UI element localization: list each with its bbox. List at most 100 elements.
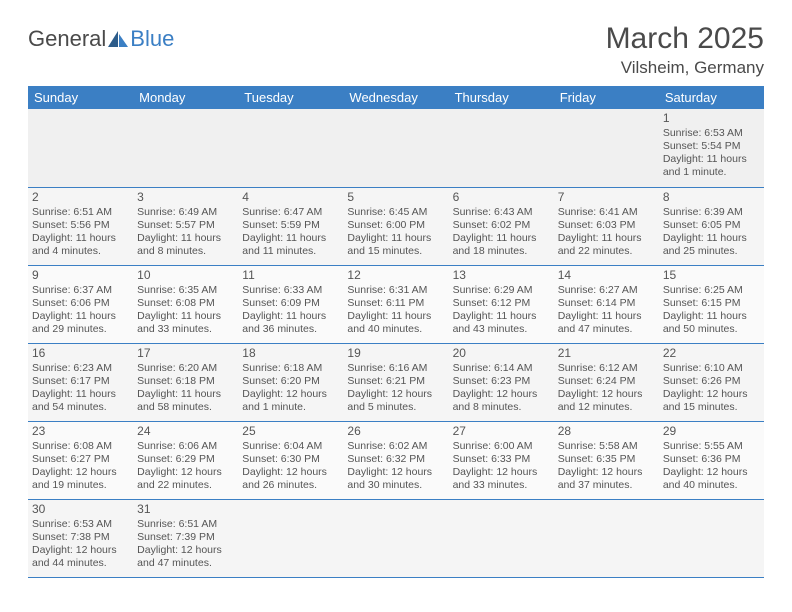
day-number: 24 <box>137 424 234 439</box>
daylight-text: Daylight: 11 hours and 36 minutes. <box>242 310 339 336</box>
daylight-text: Daylight: 12 hours and 47 minutes. <box>137 544 234 570</box>
col-wednesday: Wednesday <box>343 86 448 109</box>
day-cell: 12Sunrise: 6:31 AMSunset: 6:11 PMDayligh… <box>343 265 448 343</box>
sunrise-text: Sunrise: 6:20 AM <box>137 362 234 375</box>
sunset-text: Sunset: 7:39 PM <box>137 531 234 544</box>
day-number: 3 <box>137 190 234 205</box>
week-row: 2Sunrise: 6:51 AMSunset: 5:56 PMDaylight… <box>28 187 764 265</box>
col-tuesday: Tuesday <box>238 86 343 109</box>
sunrise-text: Sunrise: 6:37 AM <box>32 284 129 297</box>
day-number: 30 <box>32 502 129 517</box>
day-number: 19 <box>347 346 444 361</box>
sunset-text: Sunset: 6:17 PM <box>32 375 129 388</box>
sunrise-text: Sunrise: 6:27 AM <box>558 284 655 297</box>
header-row: Sunday Monday Tuesday Wednesday Thursday… <box>28 86 764 109</box>
sunrise-text: Sunrise: 6:18 AM <box>242 362 339 375</box>
daylight-text: Daylight: 11 hours and 4 minutes. <box>32 232 129 258</box>
header: General Blue March 2025 Vilsheim, German… <box>28 22 764 78</box>
sunset-text: Sunset: 6:23 PM <box>453 375 550 388</box>
sunrise-text: Sunrise: 6:45 AM <box>347 206 444 219</box>
sunrise-text: Sunrise: 6:16 AM <box>347 362 444 375</box>
daylight-text: Daylight: 12 hours and 19 minutes. <box>32 466 129 492</box>
day-cell <box>343 499 448 577</box>
sunrise-text: Sunrise: 6:43 AM <box>453 206 550 219</box>
day-number: 6 <box>453 190 550 205</box>
day-number: 1 <box>663 111 760 126</box>
daylight-text: Daylight: 12 hours and 44 minutes. <box>32 544 129 570</box>
daylight-text: Daylight: 11 hours and 15 minutes. <box>347 232 444 258</box>
sunrise-text: Sunrise: 6:41 AM <box>558 206 655 219</box>
day-number: 20 <box>453 346 550 361</box>
daylight-text: Daylight: 11 hours and 8 minutes. <box>137 232 234 258</box>
day-cell: 14Sunrise: 6:27 AMSunset: 6:14 PMDayligh… <box>554 265 659 343</box>
month-title: March 2025 <box>606 22 764 56</box>
day-cell: 6Sunrise: 6:43 AMSunset: 6:02 PMDaylight… <box>449 187 554 265</box>
daylight-text: Daylight: 11 hours and 50 minutes. <box>663 310 760 336</box>
daylight-text: Daylight: 12 hours and 12 minutes. <box>558 388 655 414</box>
day-number: 31 <box>137 502 234 517</box>
day-cell: 2Sunrise: 6:51 AMSunset: 5:56 PMDaylight… <box>28 187 133 265</box>
sunset-text: Sunset: 5:59 PM <box>242 219 339 232</box>
week-row: 9Sunrise: 6:37 AMSunset: 6:06 PM Daylight… <box>28 265 764 343</box>
day-cell: 8Sunrise: 6:39 AMSunset: 6:05 PMDaylight… <box>659 187 764 265</box>
week-row: 16Sunrise: 6:23 AMSunset: 6:17 PMDayligh… <box>28 343 764 421</box>
sunset-text: Sunset: 6:36 PM <box>663 453 760 466</box>
sunrise-text: Sunrise: 6:29 AM <box>453 284 550 297</box>
calendar-head: Sunday Monday Tuesday Wednesday Thursday… <box>28 86 764 109</box>
sunset-text: Sunset: 6:18 PM <box>137 375 234 388</box>
sunrise-text: Sunrise: 6:39 AM <box>663 206 760 219</box>
daylight-text: Daylight: 12 hours and 22 minutes. <box>137 466 234 492</box>
daylight-text: Daylight: 12 hours and 8 minutes. <box>453 388 550 414</box>
logo-text-2: Blue <box>130 26 174 52</box>
day-cell: 29Sunrise: 5:55 AMSunset: 6:36 PMDayligh… <box>659 421 764 499</box>
day-cell: 4Sunrise: 6:47 AMSunset: 5:59 PMDaylight… <box>238 187 343 265</box>
logo-text-1: General <box>28 26 106 52</box>
daylight-text: Daylight: 12 hours and 40 minutes. <box>663 466 760 492</box>
day-cell: 26Sunrise: 6:02 AMSunset: 6:32 PMDayligh… <box>343 421 448 499</box>
sunset-text: Sunset: 5:56 PM <box>32 219 129 232</box>
sunset-text: Sunset: 6:27 PM <box>32 453 129 466</box>
daylight-text: Daylight: 12 hours and 5 minutes. <box>347 388 444 414</box>
calendar-body: 1Sunrise: 6:53 AMSunset: 5:54 PMDaylight… <box>28 109 764 577</box>
col-thursday: Thursday <box>449 86 554 109</box>
day-number: 11 <box>242 268 339 283</box>
sunrise-text: Sunrise: 6:51 AM <box>137 518 234 531</box>
day-cell: 5Sunrise: 6:45 AMSunset: 6:00 PMDaylight… <box>343 187 448 265</box>
sunset-text: Sunset: 6:32 PM <box>347 453 444 466</box>
sunset-text: Sunset: 6:02 PM <box>453 219 550 232</box>
sunset-text: Sunset: 6:21 PM <box>347 375 444 388</box>
sunrise-text: Sunrise: 6:47 AM <box>242 206 339 219</box>
daylight-text: Daylight: 11 hours and 47 minutes. <box>558 310 655 336</box>
day-number: 5 <box>347 190 444 205</box>
sunset-text: Sunset: 6:08 PM <box>137 297 234 310</box>
page: General Blue March 2025 Vilsheim, German… <box>0 0 792 578</box>
sunset-text: Sunset: 6:33 PM <box>453 453 550 466</box>
day-cell: 28Sunrise: 5:58 AMSunset: 6:35 PMDayligh… <box>554 421 659 499</box>
logo: General Blue <box>28 22 174 52</box>
day-cell: 18Sunrise: 6:18 AMSunset: 6:20 PMDayligh… <box>238 343 343 421</box>
day-number: 25 <box>242 424 339 439</box>
day-cell: 30Sunrise: 6:53 AMSunset: 7:38 PMDayligh… <box>28 499 133 577</box>
day-cell: 20Sunrise: 6:14 AMSunset: 6:23 PMDayligh… <box>449 343 554 421</box>
sunset-text: Sunset: 7:38 PM <box>32 531 129 544</box>
day-cell <box>659 499 764 577</box>
sunset-text: Sunset: 6:29 PM <box>137 453 234 466</box>
sunset-text: Sunset: 6:05 PM <box>663 219 760 232</box>
day-cell <box>554 499 659 577</box>
day-number: 22 <box>663 346 760 361</box>
day-cell: 1Sunrise: 6:53 AMSunset: 5:54 PMDaylight… <box>659 109 764 187</box>
day-cell: 19Sunrise: 6:16 AMSunset: 6:21 PMDayligh… <box>343 343 448 421</box>
daylight-text: Daylight: 11 hours and 43 minutes. <box>453 310 550 336</box>
day-cell: 31Sunrise: 6:51 AMSunset: 7:39 PMDayligh… <box>133 499 238 577</box>
day-number: 12 <box>347 268 444 283</box>
daylight-text: Daylight: 11 hours and 11 minutes. <box>242 232 339 258</box>
day-cell: 17Sunrise: 6:20 AMSunset: 6:18 PMDayligh… <box>133 343 238 421</box>
sunset-text: Sunset: 6:14 PM <box>558 297 655 310</box>
day-cell: 15Sunrise: 6:25 AMSunset: 6:15 PMDayligh… <box>659 265 764 343</box>
sunset-text: Sunset: 6:06 PM <box>32 297 129 310</box>
day-number: 16 <box>32 346 129 361</box>
day-number: 9 <box>32 268 129 283</box>
day-cell <box>238 109 343 187</box>
day-cell <box>238 499 343 577</box>
day-cell: 24Sunrise: 6:06 AMSunset: 6:29 PMDayligh… <box>133 421 238 499</box>
